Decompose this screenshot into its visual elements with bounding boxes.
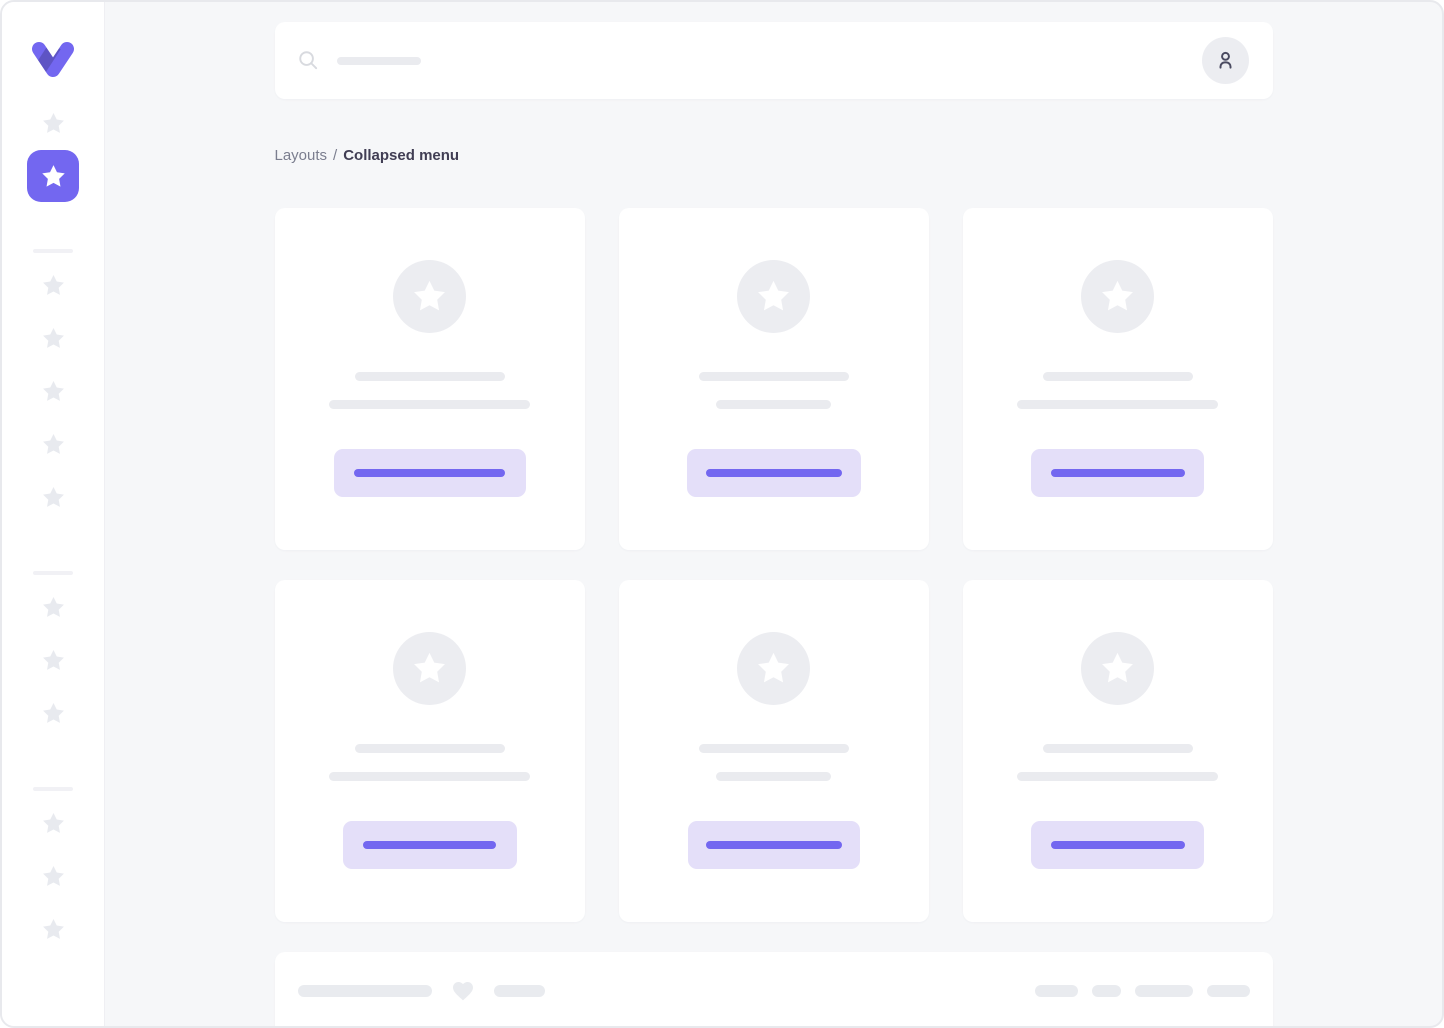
footer-text-placeholder: [297, 985, 432, 997]
sidebar-item[interactable]: [27, 581, 79, 634]
card-title-placeholder: [354, 372, 505, 381]
sidebar-item[interactable]: [27, 634, 79, 687]
card-subtitle-placeholder: [1017, 772, 1218, 781]
card-title-placeholder: [1042, 372, 1193, 381]
card-button-label-placeholder: [1050, 841, 1185, 849]
card-image-placeholder: [737, 260, 810, 333]
star-icon: [42, 327, 64, 348]
footer-text-placeholder: [493, 985, 545, 997]
search-placeholder: [336, 56, 421, 65]
star-icon: [42, 433, 64, 454]
sidebar-divider: [33, 571, 73, 575]
sidebar-item[interactable]: [27, 797, 79, 850]
footer-link-placeholder: [1034, 985, 1078, 997]
breadcrumb: Layouts / Collapsed menu: [275, 147, 1273, 165]
star-icon: [42, 274, 64, 295]
footer-left: [297, 979, 545, 1003]
card: [962, 580, 1273, 922]
main-area: Layouts / Collapsed menu: [105, 2, 1442, 1026]
star-icon: [414, 652, 445, 683]
card-subtitle-placeholder: [1017, 400, 1218, 409]
card-button[interactable]: [1031, 449, 1204, 497]
sidebar-item[interactable]: [27, 687, 79, 740]
sidebar-item[interactable]: [27, 365, 79, 418]
sidebar-item[interactable]: [27, 903, 79, 956]
card-button-label-placeholder: [354, 469, 505, 477]
card-title-placeholder: [1042, 744, 1193, 753]
star-icon: [758, 652, 789, 683]
star-icon: [42, 486, 64, 507]
star-icon: [42, 702, 64, 723]
sidebar-item[interactable]: [27, 418, 79, 471]
star-icon: [758, 280, 789, 311]
breadcrumb-separator: /: [333, 147, 338, 164]
card-button[interactable]: [1031, 821, 1204, 869]
person-icon: [1219, 51, 1231, 69]
heart-icon[interactable]: [450, 979, 476, 1003]
card: [618, 580, 929, 922]
sidebar-item[interactable]: [27, 850, 79, 903]
star-icon: [42, 812, 64, 833]
footer-bar: [274, 952, 1273, 1026]
sidebar-divider: [33, 249, 73, 253]
sidebar-item[interactable]: [27, 471, 79, 524]
card-subtitle-placeholder: [329, 772, 530, 781]
star-icon: [42, 649, 64, 670]
card-button-label-placeholder: [363, 841, 496, 849]
card-button[interactable]: [333, 449, 526, 497]
top-bar: [274, 22, 1273, 99]
footer-link-placeholder: [1206, 985, 1250, 997]
card-button-label-placeholder: [705, 469, 842, 477]
card: [962, 208, 1273, 550]
card-image-placeholder: [1081, 632, 1154, 705]
card: [618, 208, 929, 550]
v-logo-icon: [31, 42, 74, 78]
card-image-placeholder: [737, 632, 810, 705]
footer-link-placeholder: [1091, 985, 1121, 997]
sidebar-item[interactable]: [27, 259, 79, 312]
card-button-label-placeholder: [1050, 469, 1185, 477]
card-subtitle-placeholder: [329, 400, 530, 409]
card: [274, 208, 585, 550]
card-button[interactable]: [342, 821, 517, 869]
user-avatar-button[interactable]: [1201, 37, 1249, 84]
sidebar-item-active[interactable]: [27, 150, 79, 202]
card-image-placeholder: [393, 632, 466, 705]
star-icon: [1102, 652, 1133, 683]
breadcrumb-section[interactable]: Layouts: [274, 147, 328, 164]
star-icon: [42, 112, 64, 133]
card-image-placeholder: [1081, 260, 1154, 333]
star-icon: [41, 164, 65, 187]
card-title-placeholder: [698, 744, 849, 753]
card: [274, 580, 585, 922]
footer-right: [1034, 979, 1250, 1003]
card-title-placeholder: [698, 372, 849, 381]
sidebar-divider: [33, 787, 73, 791]
card-button[interactable]: [686, 449, 861, 497]
breadcrumb-current: Collapsed menu: [343, 147, 460, 164]
star-icon: [42, 596, 64, 617]
star-icon: [414, 280, 445, 311]
footer-link-placeholder: [1134, 985, 1193, 997]
card-button-label-placeholder: [705, 841, 842, 849]
card-title-placeholder: [354, 744, 505, 753]
sidebar-item[interactable]: [27, 97, 79, 150]
card-subtitle-placeholder: [716, 772, 831, 781]
star-icon: [42, 918, 64, 939]
star-icon: [42, 865, 64, 886]
sidebar-item[interactable]: [27, 312, 79, 365]
card-grid: [274, 208, 1273, 922]
sidebar: [2, 2, 105, 1026]
card-image-placeholder: [393, 260, 466, 333]
star-icon: [42, 380, 64, 401]
card-subtitle-placeholder: [716, 400, 831, 409]
card-button[interactable]: [687, 821, 860, 869]
star-icon: [1102, 280, 1133, 311]
search-icon: [298, 51, 317, 70]
search-input[interactable]: [297, 49, 1202, 72]
sidebar-nav: [27, 97, 79, 956]
app-logo[interactable]: [29, 40, 77, 80]
